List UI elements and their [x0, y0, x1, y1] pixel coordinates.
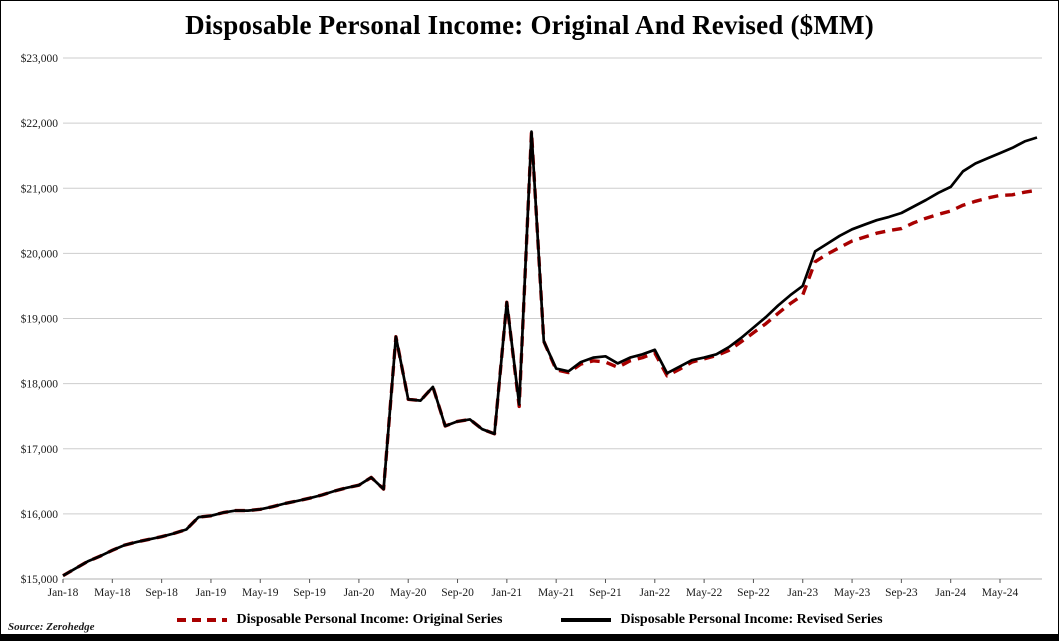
x-axis-label: Jan-20 [344, 587, 375, 599]
x-axis-label: Jan-21 [492, 587, 523, 599]
x-axis-label: May-23 [834, 587, 871, 599]
y-axis-label: $21,000 [21, 182, 59, 195]
x-axis-label: Jan-23 [787, 587, 818, 599]
legend-label-original: Disposable Personal Income: Original Ser… [236, 612, 503, 627]
x-axis-label: Jan-24 [935, 587, 966, 599]
x-axis-label: May-21 [538, 587, 575, 599]
x-axis-label: Jan-19 [196, 587, 227, 599]
x-axis-label: May-19 [242, 587, 279, 599]
bottom-bar [1, 634, 1058, 640]
x-axis-label: Sep-23 [885, 587, 918, 599]
x-axis-label: Sep-22 [737, 587, 770, 599]
x-axis-label: May-18 [94, 587, 131, 599]
y-axis-label: $17,000 [21, 443, 59, 456]
revised-series-line-icon [561, 618, 612, 622]
legend-label-revised: Disposable Personal Income: Revised Seri… [620, 612, 883, 627]
legend-item-original: Disposable Personal Income: Original Ser… [176, 612, 502, 628]
x-axis-label: May-20 [390, 587, 427, 599]
x-axis-label: Sep-18 [145, 587, 178, 599]
legend: Disposable Personal Income: Original Ser… [1, 612, 1058, 628]
y-axis-label: $15,000 [21, 573, 59, 586]
x-axis-label: May-22 [686, 587, 723, 599]
x-axis-label: May-24 [982, 587, 1019, 599]
x-axis-label: Jan-22 [639, 587, 670, 599]
legend-item-revised: Disposable Personal Income: Revised Seri… [560, 612, 883, 628]
y-axis-label: $20,000 [21, 247, 59, 260]
x-axis-label: Sep-21 [589, 587, 622, 599]
chart-title: Disposable Personal Income: Original And… [185, 10, 874, 40]
y-axis-label: $22,000 [21, 117, 59, 130]
x-axis-label: Sep-19 [293, 587, 326, 599]
y-axis-label: $16,000 [21, 508, 59, 521]
source-note: Source: Zerohedge [8, 621, 95, 633]
original-series-dash-icon [177, 618, 228, 622]
revised-series-path [62, 130, 1038, 577]
y-axis-label: $19,000 [21, 313, 59, 326]
x-axis-label: Jan-18 [48, 587, 79, 599]
y-axis-label: $23,000 [21, 52, 59, 65]
x-axis-label: Sep-20 [441, 587, 474, 599]
y-axis-label: $18,000 [21, 378, 59, 391]
